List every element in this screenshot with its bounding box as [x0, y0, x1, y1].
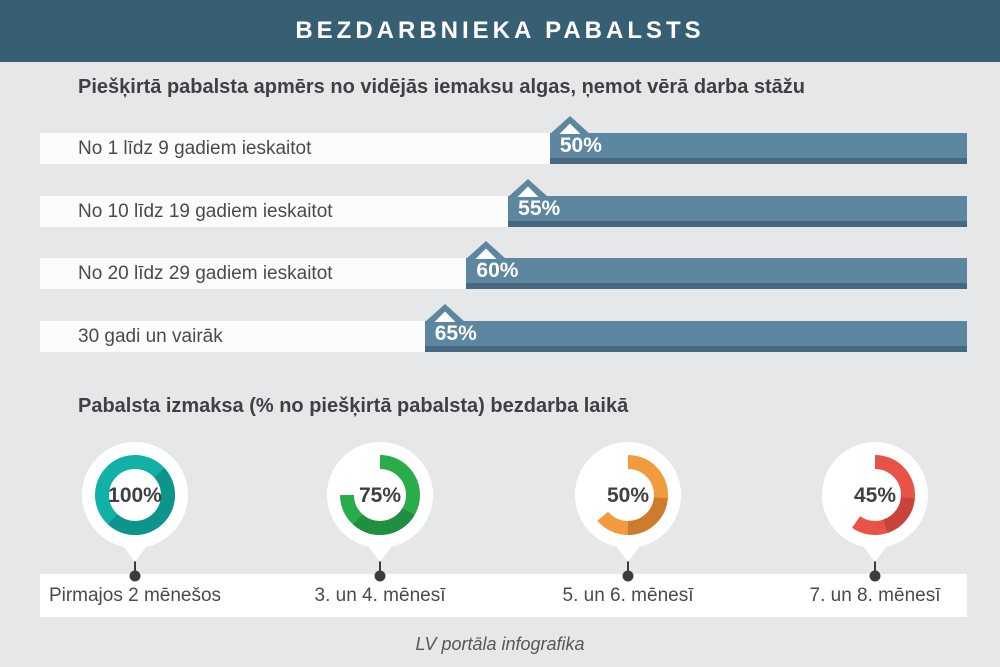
peak-marker-icon	[508, 178, 549, 197]
tenure-bar: 55%	[508, 178, 967, 227]
tenure-row-label: No 10 līdz 19 gadiem ieskaitot	[78, 200, 333, 222]
payout-period-label: 7. un 8. mēnesī	[809, 585, 941, 606]
pin-dot	[622, 570, 634, 582]
header-bar: BEZDARBNIEKA PABALSTS	[0, 0, 1000, 62]
tenure-bar-chart: No 1 līdz 9 gadiem ieskaitot 50% No 10 l…	[40, 116, 967, 383]
tenure-bar-value: 55%	[518, 196, 561, 220]
donut-arc-fold	[588, 455, 668, 535]
payout-section-title: Pabalsta izmaksa (% no piešķirtā pabalst…	[78, 395, 629, 417]
donut-arc	[835, 455, 915, 535]
page-title: BEZDARBNIEKA PABALSTS	[295, 17, 705, 44]
pin-dot	[869, 570, 881, 582]
tenure-bar-value: 60%	[476, 259, 519, 282]
tenure-row-label: No 20 līdz 29 gadiem ieskaitot	[78, 263, 333, 284]
payout-donut-pin: 50%	[568, 438, 688, 590]
peak-marker-icon	[549, 116, 590, 134]
donut-arc-fold	[835, 455, 915, 535]
pin-dot	[129, 570, 141, 582]
peak-marker-icon	[424, 303, 465, 322]
tenure-section-title: Piešķirtā pabalsta apmērs no vidējās iem…	[78, 76, 805, 98]
payout-label-strip: Pirmajos 2 mēnešos 3. un 4. mēnesī 5. un…	[40, 574, 967, 617]
pin-dot	[374, 570, 386, 582]
credit-text: LV portāla infografika	[415, 634, 585, 654]
tenure-row-label: 30 gadi un vairāk	[78, 325, 223, 347]
payout-period-label: 5. un 6. mēnesī	[562, 585, 694, 606]
donut-value: 45%	[854, 484, 896, 507]
tenure-bar: 60%	[466, 241, 967, 289]
tenure-bar-value: 65%	[434, 321, 477, 345]
tenure-bar: 50%	[549, 116, 967, 164]
payout-period-label: Pirmajos 2 mēnešos	[48, 585, 222, 606]
tenure-row-label: No 1 līdz 9 gadiem ieskaitot	[78, 138, 312, 159]
donut-value: 100%	[108, 484, 162, 507]
tenure-bar-value: 50%	[559, 134, 602, 157]
tenure-row: No 10 līdz 19 gadiem ieskaitot 55%	[40, 178, 967, 227]
payout-period-label: 3. un 4. mēnesī	[314, 585, 446, 606]
donut-value: 50%	[607, 484, 649, 507]
payout-donut-pin: 100%	[75, 438, 195, 590]
tenure-row: No 1 līdz 9 gadiem ieskaitot 50%	[40, 116, 967, 164]
donut-arc-shade	[95, 455, 175, 535]
payout-donut-pin: 45%	[815, 438, 935, 590]
tenure-row: No 20 līdz 29 gadiem ieskaitot 60%	[40, 241, 967, 289]
payout-donut-pin: 75%	[320, 438, 440, 590]
tenure-bar: 65%	[424, 303, 967, 352]
donut-arc-shade	[340, 455, 420, 535]
donut-value: 75%	[359, 484, 401, 507]
tenure-row: 30 gadi un vairāk 65%	[40, 303, 967, 352]
peak-marker-icon	[466, 241, 507, 259]
